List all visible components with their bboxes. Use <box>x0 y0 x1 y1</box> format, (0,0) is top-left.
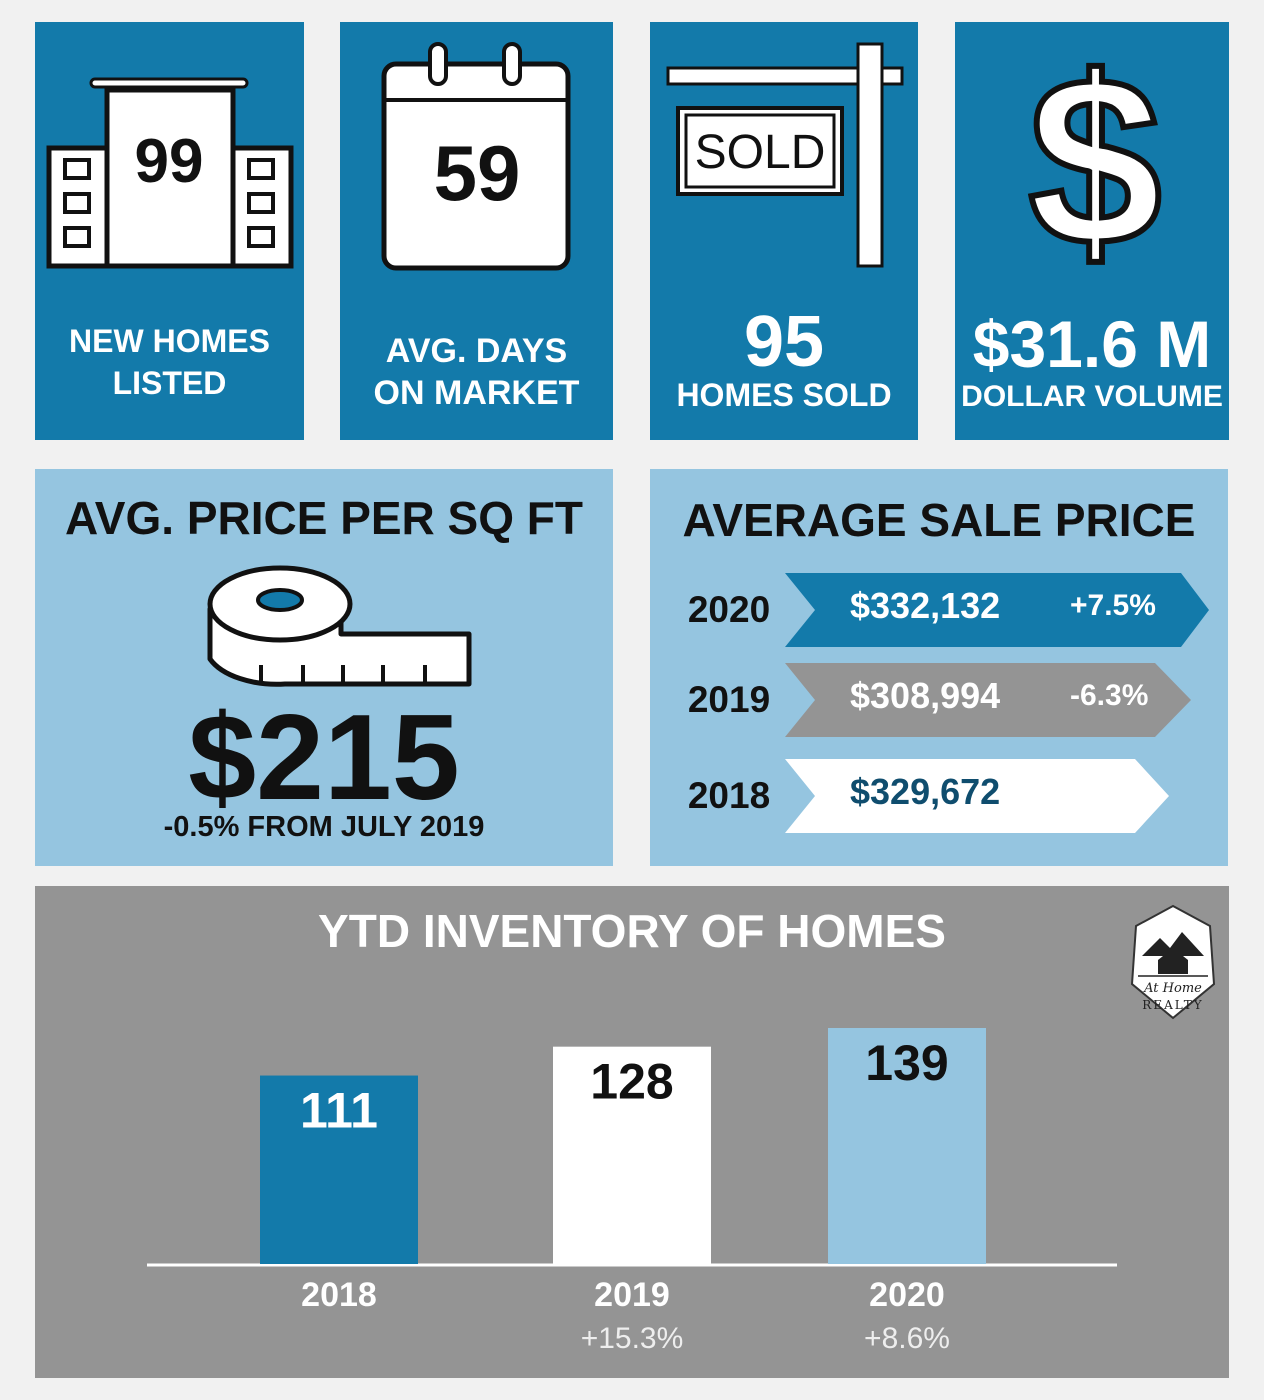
dollar-glyph: $ <box>1028 27 1161 282</box>
sqft-value: $215 <box>188 689 460 825</box>
x-tick-label: 2020 <box>869 1276 945 1314</box>
logo-line1: At Home <box>1143 981 1202 996</box>
sqft-title: AVG. PRICE PER SQ FT <box>65 492 583 544</box>
sale-row-2019: 2019 $308,994 -6.3% <box>650 663 1228 737</box>
sale-year: 2018 <box>687 775 771 816</box>
at-home-realty-logo: At Home REALTY <box>1130 904 1216 1020</box>
bar-value-label: 111 <box>300 1083 378 1139</box>
chart-title: YTD INVENTORY OF HOMES <box>318 905 946 957</box>
sold-sign-icon: SOLD <box>666 42 904 268</box>
dollar-volume-value: $31.6 M <box>972 307 1212 381</box>
sale-year: 2020 <box>687 589 771 630</box>
dollar-volume-label: DOLLAR VOLUME <box>961 380 1223 413</box>
homes-sold-tile: SOLD 95 HOMES SOLD <box>650 22 918 440</box>
logo-line2: REALTY <box>1142 998 1203 1012</box>
sale-price: $329,672 <box>850 771 1001 812</box>
x-tick-label: 2018 <box>301 1276 377 1314</box>
price-per-sqft-panel: AVG. PRICE PER SQ FT $215 -0.5% FROM JUL… <box>35 469 613 866</box>
homes-sold-value: 95 <box>743 302 825 382</box>
bar-2018 <box>260 1075 418 1264</box>
sale-row-2020: 2020 $332,132 +7.5% <box>650 573 1228 647</box>
average-sale-price-panel: AVERAGE SALE PRICE 2020 $332,132 +7.5% 2… <box>650 469 1228 866</box>
bar-value-label: 139 <box>865 1035 948 1091</box>
new-listed-label: NEW HOMES LISTED <box>69 323 270 401</box>
tape-measure-icon <box>207 565 472 687</box>
bar-2019 <box>553 1046 711 1264</box>
bar-2020 <box>828 1028 986 1264</box>
calendar-icon: 59 <box>381 42 571 271</box>
inventory-bar-chart: 111 2018 128 2019 +15.3% 139 2020 +8.6% <box>147 1028 1117 1355</box>
change-label: +15.3% <box>581 1322 684 1355</box>
sale-price: $332,132 <box>850 585 1001 626</box>
bar-value-label: 128 <box>590 1054 673 1110</box>
sale-arrow <box>785 663 1191 737</box>
sale-arrow <box>785 759 1169 833</box>
sqft-change-note: -0.5% FROM JULY 2019 <box>163 811 485 843</box>
days-on-market-tile: 59 AVG. DAYS ON MARKET <box>340 22 613 440</box>
sold-sign-text: SOLD <box>695 126 826 179</box>
days-label: AVG. DAYS ON MARKET <box>373 332 580 412</box>
dollar-sign-icon: $ <box>1025 24 1164 282</box>
sale-arrow <box>785 573 1209 647</box>
sale-year: 2019 <box>687 679 771 720</box>
x-tick-label: 2019 <box>594 1276 670 1314</box>
new-homes-listed-tile: 99 NEW HOMES LISTED <box>35 22 304 440</box>
sale-change: +7.5% <box>1070 589 1156 622</box>
sale-change: -6.3% <box>1070 679 1149 712</box>
days-value: 59 <box>434 129 521 217</box>
dollar-volume-tile: $ $31.6 M DOLLAR VOLUME <box>955 22 1229 440</box>
new-listed-value: 99 <box>135 127 204 196</box>
buildings-icon: 99 <box>46 77 294 269</box>
ytd-inventory-panel: 111 2018 128 2019 +15.3% 139 2020 +8.6% YTD INV… <box>35 886 1229 1378</box>
homes-sold-label: HOMES SOLD <box>676 377 892 413</box>
sale-row-2018: 2018 $329,672 <box>650 759 1228 833</box>
sale-title: AVERAGE SALE PRICE <box>682 494 1196 546</box>
sale-price: $308,994 <box>850 675 1001 716</box>
change-label: +8.6% <box>864 1322 950 1355</box>
